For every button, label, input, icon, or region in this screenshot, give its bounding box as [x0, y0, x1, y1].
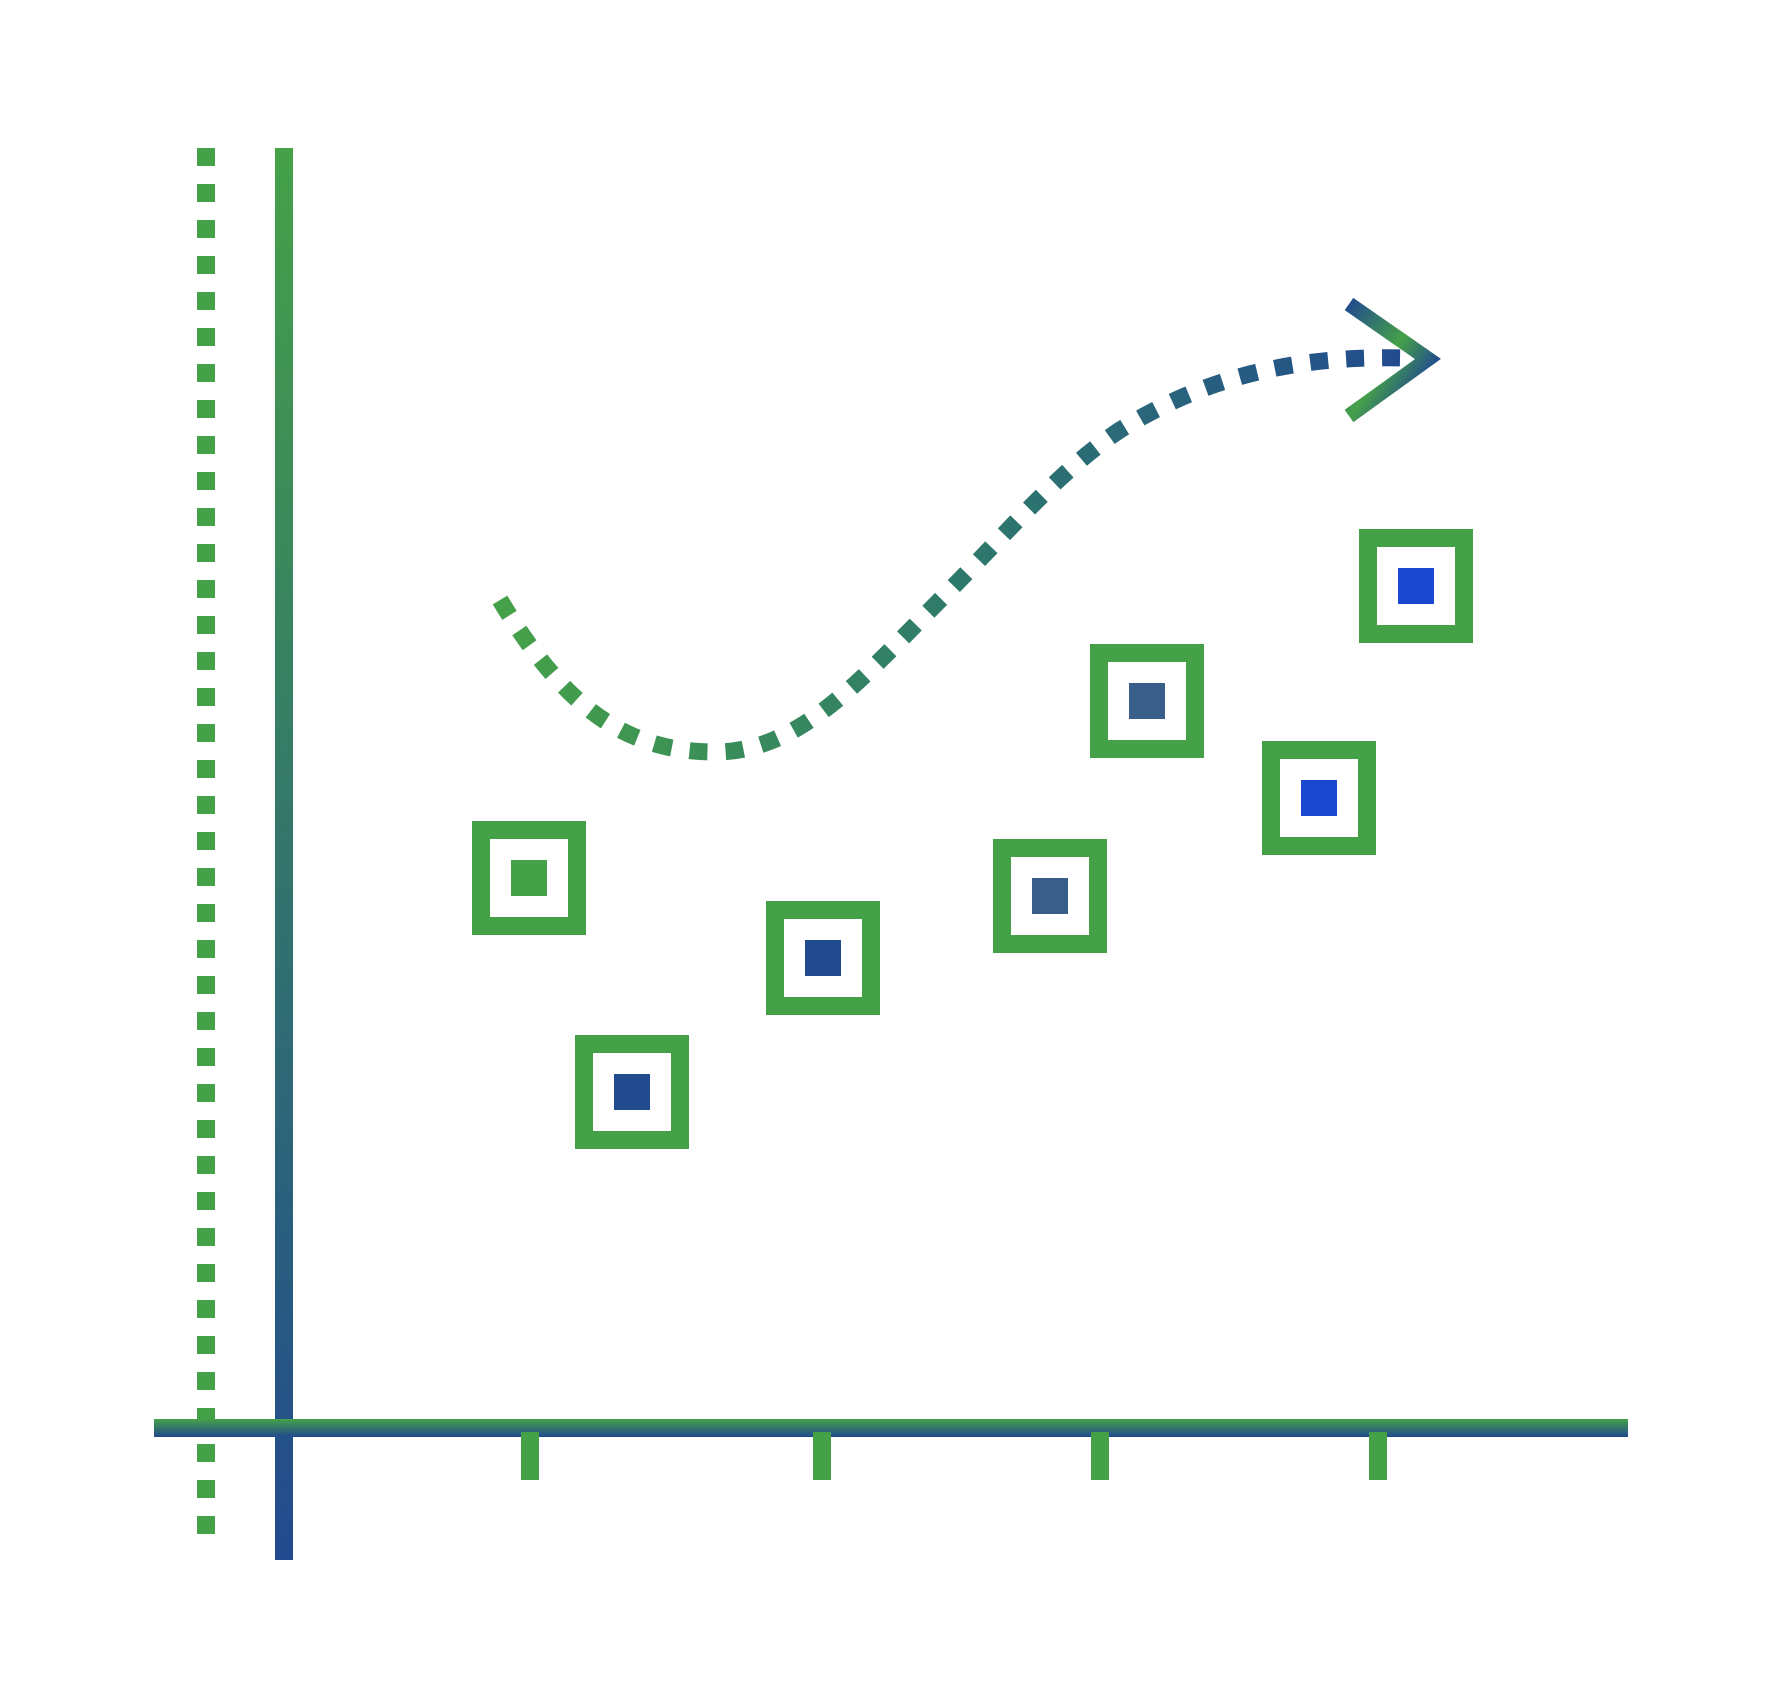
x-tick — [1369, 1432, 1387, 1480]
scatter-markers — [472, 529, 1473, 1149]
scatter-marker — [472, 821, 586, 935]
marker-fill — [805, 940, 841, 976]
scatter-marker — [575, 1035, 689, 1149]
marker-fill — [1301, 780, 1337, 816]
scatter-marker — [1262, 741, 1376, 855]
marker-fill — [1398, 568, 1434, 604]
x-tick — [813, 1432, 831, 1480]
scatter-marker — [1090, 644, 1204, 758]
marker-fill — [511, 860, 547, 896]
x-axis — [154, 1419, 1628, 1437]
scatter-marker — [766, 901, 880, 1015]
x-tick — [1091, 1432, 1109, 1480]
x-tick — [521, 1432, 539, 1480]
marker-fill — [1032, 878, 1068, 914]
trend-arrow-icon — [1344, 297, 1441, 423]
trend-curve — [492, 349, 1406, 761]
marker-fill — [1129, 683, 1165, 719]
scatter-marker — [993, 839, 1107, 953]
scatter-marker — [1359, 529, 1473, 643]
marker-fill — [614, 1074, 650, 1110]
y-axis — [275, 148, 293, 1560]
x-axis-ticks — [521, 1432, 1387, 1480]
